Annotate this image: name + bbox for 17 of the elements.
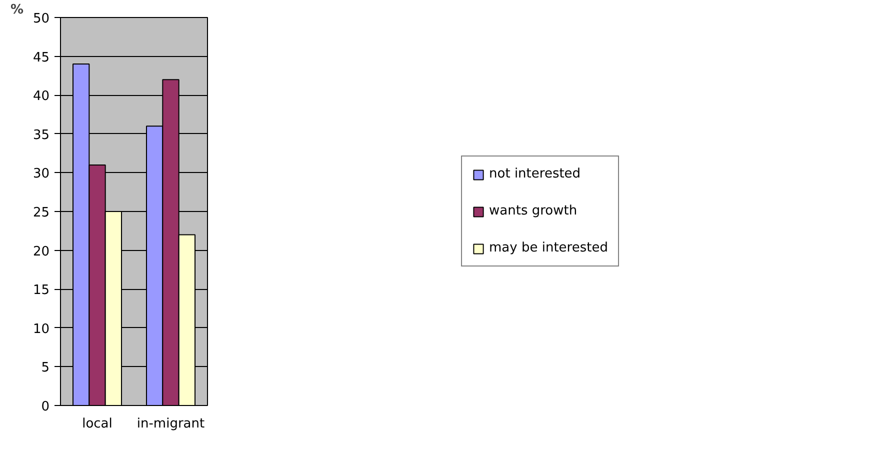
legend-label: not interested — [489, 166, 581, 182]
x-tick-label: in-migrant — [136, 416, 205, 432]
y-tick-label: 15 — [32, 283, 50, 298]
x-tick-label: local — [82, 416, 112, 432]
y-tick-label: 5 — [41, 360, 50, 376]
y-tick-label: 25 — [32, 206, 50, 220]
legend-label: wants growth — [489, 204, 578, 218]
legend-label: may be interested — [489, 240, 608, 256]
y-tick-label: 40 — [32, 89, 50, 104]
y-axis-title: % — [10, 2, 24, 18]
y-tick-label: 35 — [32, 128, 50, 143]
y-tick-label: 10 — [32, 322, 50, 337]
y-tick-label: 50 — [32, 12, 50, 26]
y-tick-label: 30 — [32, 166, 50, 182]
y-tick-label: 20 — [32, 244, 50, 260]
y-tick-label: 45 — [32, 50, 50, 66]
y-tick-label: 0 — [41, 400, 50, 414]
